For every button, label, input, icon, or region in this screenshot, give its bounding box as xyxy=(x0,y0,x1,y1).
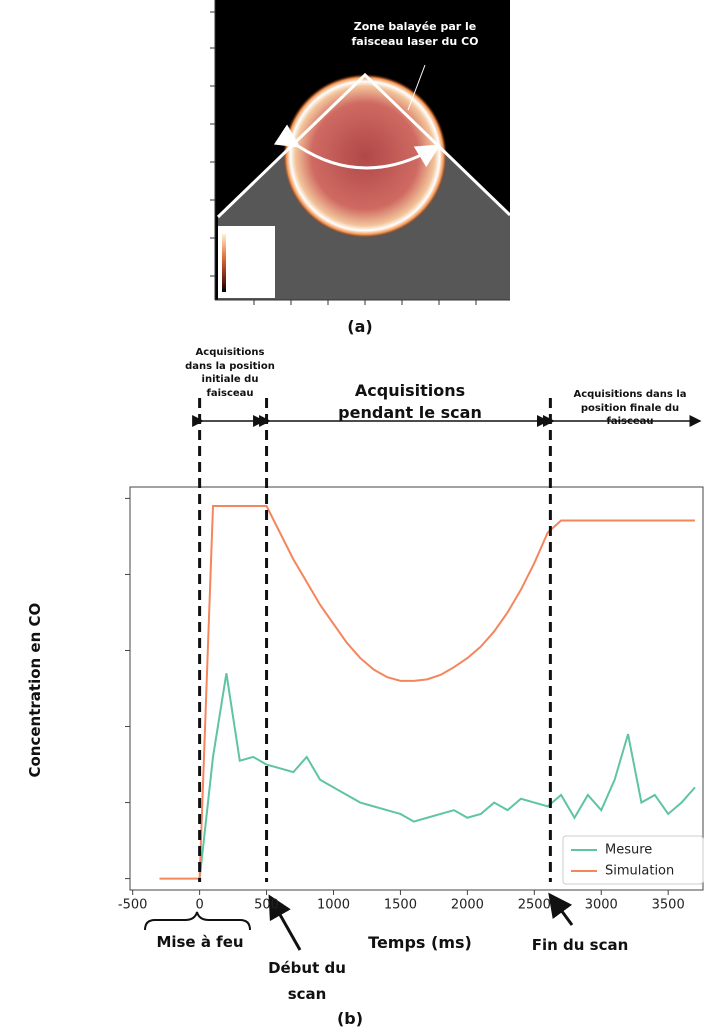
x-tick-label: 2000 xyxy=(451,898,484,913)
caption: (a) xyxy=(347,317,373,336)
x-tick-label: 500 xyxy=(254,898,279,913)
x-tick-label: 1000 xyxy=(317,898,350,913)
event-label: Mise à feu xyxy=(156,933,244,951)
series-line xyxy=(159,505,695,880)
series-line xyxy=(198,673,696,879)
legend-label: Mesure xyxy=(605,843,652,858)
heatmap xyxy=(210,0,512,305)
phase-label: Acquisitions dans la position initiale d… xyxy=(185,347,275,399)
phase-label: Acquisitions pendant le scan xyxy=(338,381,482,422)
legend xyxy=(562,835,704,885)
bracket xyxy=(144,911,251,931)
x-tick-label: 0 xyxy=(195,898,203,913)
annotation: Zone balayée par le faisceau laser du CO xyxy=(351,20,479,48)
x-tick-label: -500 xyxy=(118,898,148,913)
event-label: Début du scan xyxy=(268,959,346,1003)
event-label: Fin du scan xyxy=(531,936,629,954)
arrow xyxy=(548,892,574,926)
plot-frame xyxy=(129,486,704,891)
legend-label: Simulation xyxy=(605,864,674,879)
x-axis-label: Temps (ms) xyxy=(368,933,472,952)
x-tick-label: 3000 xyxy=(585,898,618,913)
x-tick-label: 2500 xyxy=(518,898,551,913)
x-tick-label: 3500 xyxy=(652,898,685,913)
x-tick-label: 1500 xyxy=(384,898,417,913)
caption: (b) xyxy=(336,1009,364,1028)
y-axis-label: Concentration en CO xyxy=(25,602,44,778)
arrow xyxy=(268,894,302,951)
phase-label: Acquisitions dans la position finale du … xyxy=(573,389,687,427)
